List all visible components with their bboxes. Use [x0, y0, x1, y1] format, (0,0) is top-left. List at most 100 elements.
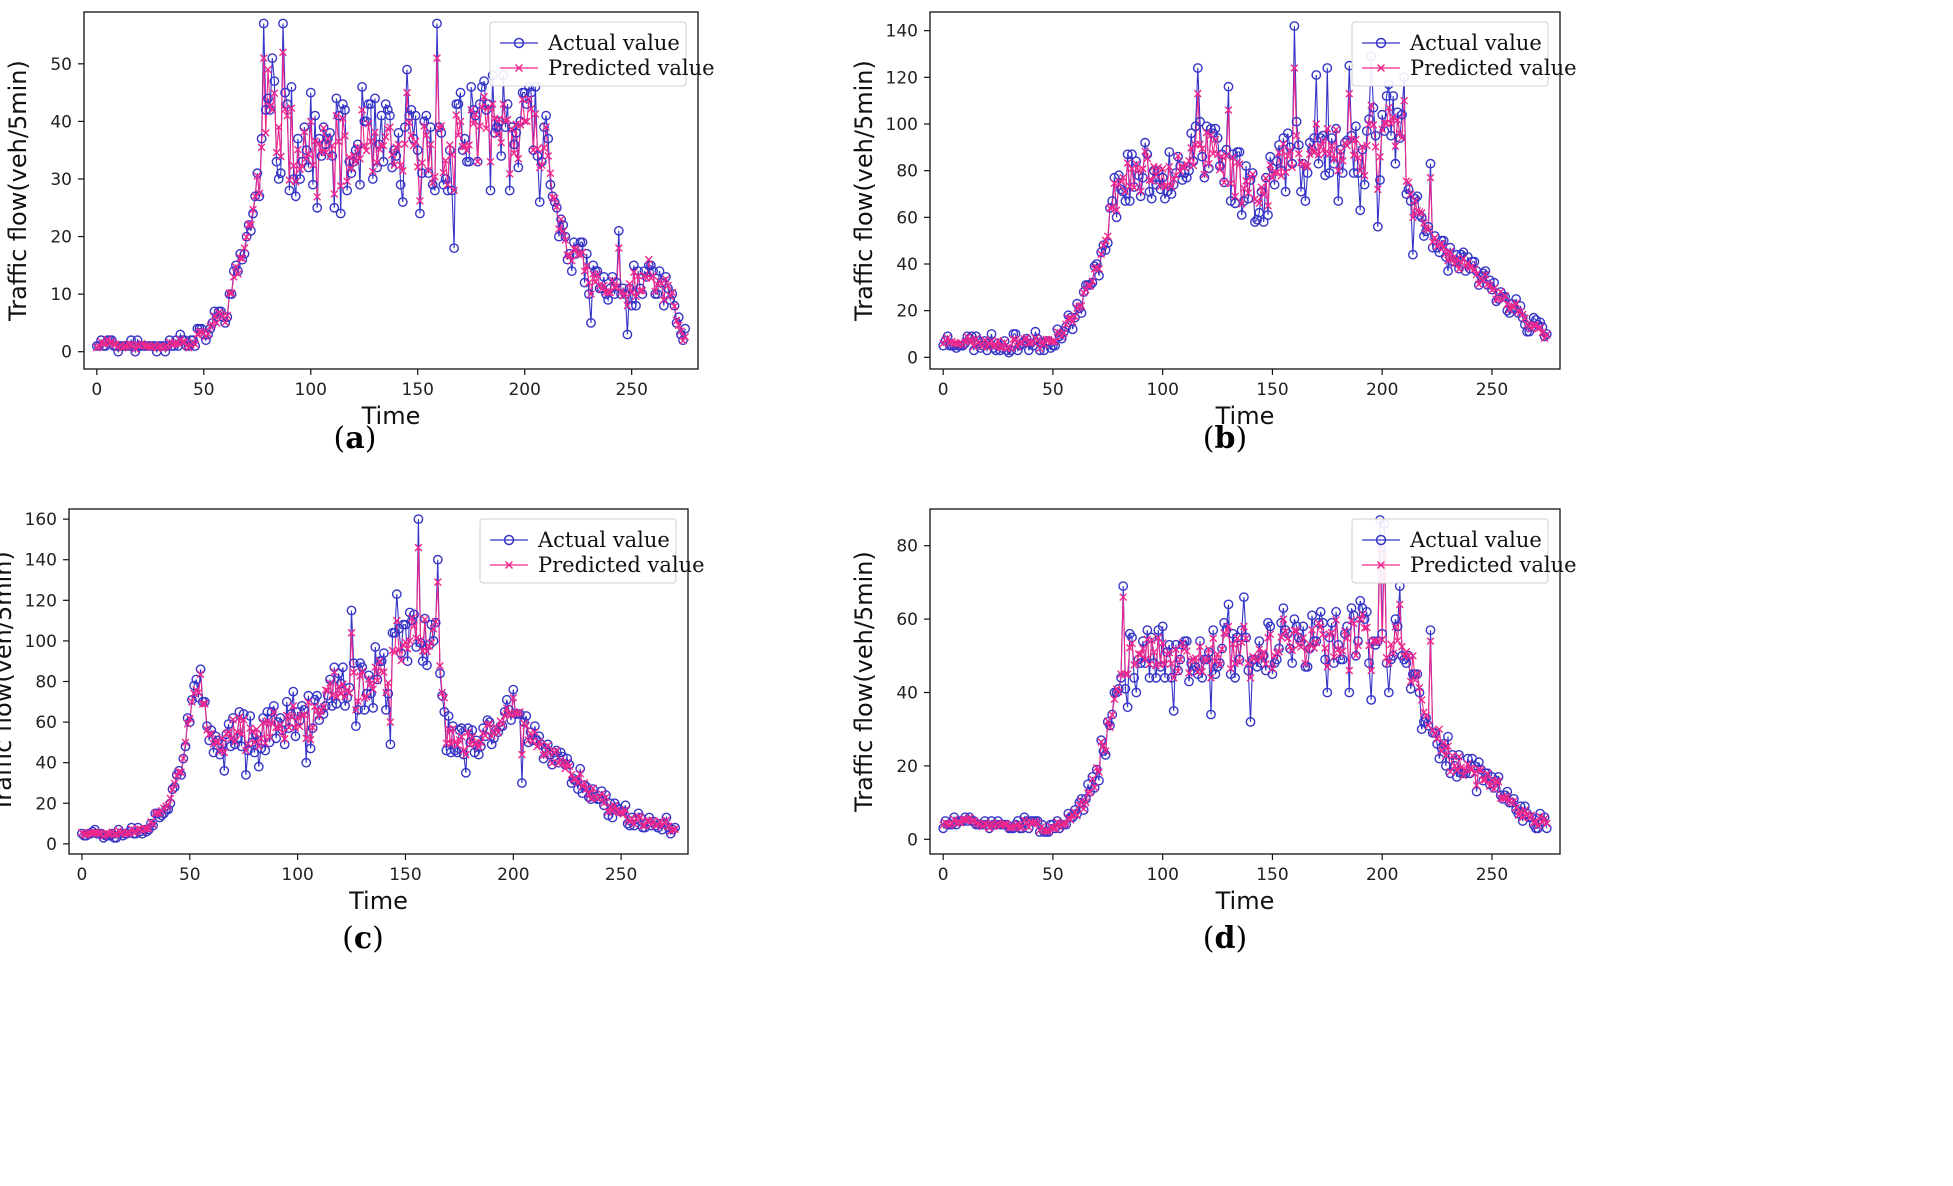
predicted-point — [195, 327, 204, 336]
predicted-point — [1387, 640, 1395, 649]
actual-point — [530, 721, 540, 731]
predicted-point — [1338, 156, 1347, 165]
predicted-point — [1369, 121, 1378, 129]
predicted-point — [401, 139, 409, 148]
predicted-point — [216, 747, 224, 756]
predicted-point — [1477, 766, 1485, 775]
actual-point — [367, 174, 378, 184]
y-tick-label: 140 — [25, 551, 57, 571]
predicted-point — [244, 739, 252, 748]
predicted-point — [1283, 634, 1292, 643]
actual-point — [378, 648, 389, 658]
predicted-point — [941, 818, 950, 827]
predicted-point — [281, 105, 289, 114]
predicted-point — [1538, 328, 1547, 337]
predicted-point — [270, 708, 278, 717]
predicted-point — [1411, 197, 1420, 205]
predicted-point — [1466, 263, 1474, 272]
actual-point — [1366, 695, 1377, 705]
predicted-point — [386, 718, 395, 726]
actual-point — [337, 99, 348, 110]
actual-point — [1245, 717, 1256, 727]
predicted-point — [1169, 175, 1178, 184]
predicted-point — [1123, 159, 1132, 167]
actual-point — [318, 122, 329, 133]
predicted-point — [1092, 763, 1101, 772]
predicted-point — [1433, 735, 1441, 744]
predicted-point — [418, 158, 426, 167]
actual-point — [1181, 172, 1192, 183]
actual-point — [1142, 625, 1153, 635]
predicted-point — [1314, 150, 1323, 159]
predicted-point — [1130, 183, 1139, 192]
predicted-point — [1518, 813, 1527, 822]
predicted-point — [261, 129, 270, 137]
actual-point — [1337, 168, 1348, 178]
predicted-point — [1415, 683, 1424, 692]
actual-point — [1291, 116, 1302, 127]
predicted-point — [1095, 265, 1103, 273]
actual-point — [1168, 706, 1179, 716]
predicted-point — [300, 710, 308, 719]
actual-point — [230, 260, 241, 271]
predicted-point — [1136, 187, 1145, 196]
predicted-point — [445, 141, 454, 149]
predicted-point — [617, 287, 625, 296]
predicted-point — [1297, 643, 1305, 651]
actual-point — [1219, 177, 1230, 188]
predicted-point — [1402, 177, 1411, 186]
actual-point — [238, 709, 249, 719]
actual-point — [1122, 149, 1133, 160]
actual-point — [307, 179, 318, 190]
predicted-point — [1099, 741, 1108, 750]
actual-point — [542, 739, 553, 750]
predicted-point — [1439, 738, 1448, 747]
predicted-point — [597, 285, 606, 293]
actual-point — [1333, 196, 1344, 206]
predicted-point — [154, 342, 163, 351]
predicted-point — [93, 828, 101, 837]
predicted-point — [436, 661, 444, 670]
predicted-point — [443, 180, 452, 189]
predicted-point — [412, 634, 421, 643]
predicted-point — [112, 830, 121, 839]
predicted-point — [1204, 645, 1213, 654]
predicted-point — [300, 127, 309, 136]
actual-point — [1030, 326, 1041, 337]
predicted-point — [608, 276, 617, 285]
predicted-point — [1051, 824, 1060, 833]
actual-point — [1309, 133, 1320, 143]
predicted-point — [1209, 634, 1218, 643]
predicted-point — [1051, 337, 1060, 346]
predicted-series-line — [942, 549, 1548, 832]
actual-point — [240, 770, 251, 780]
actual-point — [281, 696, 292, 707]
x-tick-label: 150 — [402, 380, 434, 400]
actual-point — [275, 168, 286, 179]
actual-point — [1267, 669, 1278, 680]
y-tick-label: 0 — [46, 835, 57, 855]
predicted-point — [1409, 213, 1417, 222]
predicted-point — [272, 723, 280, 732]
predicted-point — [390, 161, 399, 170]
predicted-point — [306, 735, 315, 744]
predicted-point — [1303, 162, 1312, 171]
predicted-point — [291, 724, 300, 732]
actual-point — [1236, 625, 1247, 635]
predicted-point — [439, 168, 448, 177]
predicted-point — [584, 278, 593, 287]
predicted-point — [495, 115, 503, 123]
predicted-point — [1053, 818, 1062, 826]
predicted-point — [1529, 818, 1538, 827]
actual-point — [479, 76, 489, 87]
predicted-point — [1176, 655, 1185, 664]
actual-point — [1443, 266, 1453, 276]
predicted-point — [304, 150, 313, 159]
actual-point — [378, 156, 389, 167]
predicted-point — [1237, 199, 1246, 208]
predicted-point — [1070, 312, 1079, 321]
predicted-point — [525, 95, 533, 103]
y-tick-label: 20 — [50, 228, 72, 248]
predicted-point — [676, 327, 685, 335]
